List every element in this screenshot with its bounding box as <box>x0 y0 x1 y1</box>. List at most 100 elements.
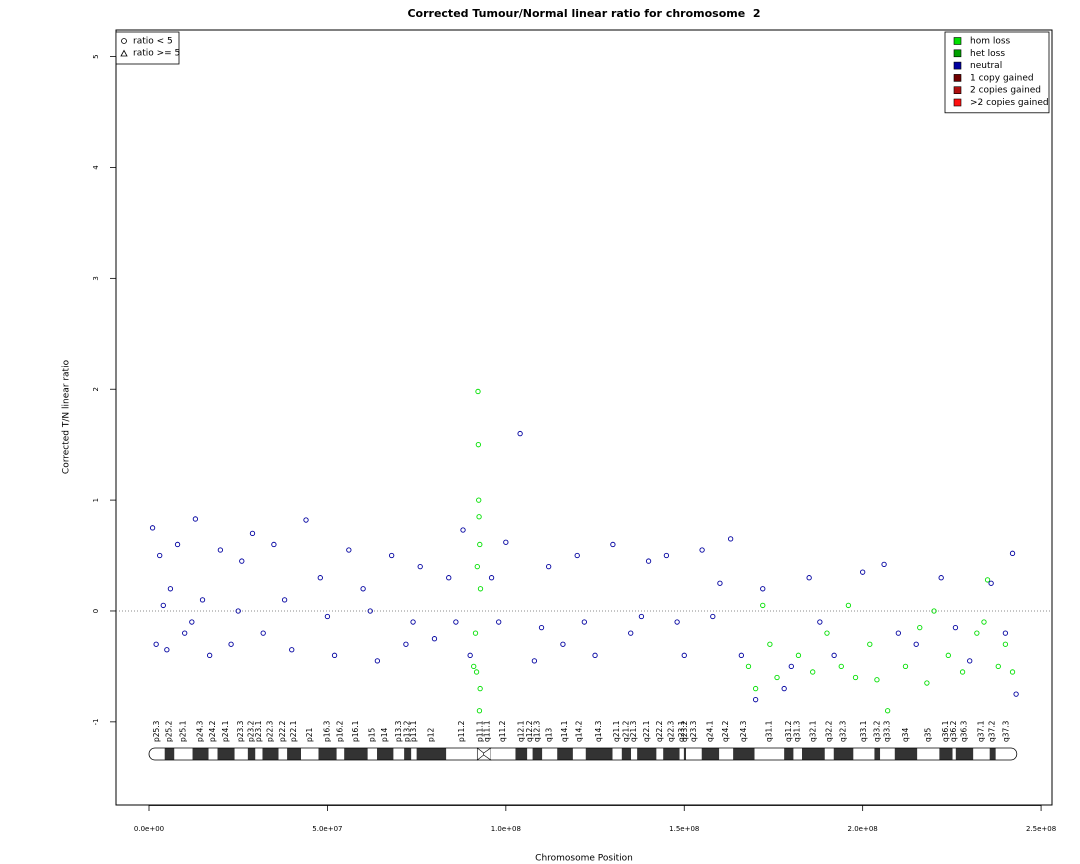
ideogram-band <box>683 748 687 760</box>
ideogram-band <box>880 748 895 760</box>
data-point <box>860 569 866 575</box>
chart-title: Corrected Tumour/Normal linear ratio for… <box>407 7 760 20</box>
band-label: q31.1 <box>764 720 773 742</box>
data-point <box>638 613 645 620</box>
plot-frame <box>115 29 1053 806</box>
band-label: p25.2 <box>165 720 174 742</box>
data-point <box>699 547 705 553</box>
band-label: q23.2 <box>680 720 689 742</box>
data-point <box>560 641 566 647</box>
legend-label: hom loss <box>970 37 1011 47</box>
ideogram-band <box>527 748 533 760</box>
y-tick-label: 0 <box>92 609 100 613</box>
band-label: q35 <box>923 727 932 742</box>
ideogram-band <box>585 748 613 760</box>
data-point <box>738 652 744 658</box>
ideogram-band <box>679 748 684 760</box>
ideogram-band <box>802 748 825 760</box>
ideogram-band <box>989 748 996 760</box>
band-label: q32.3 <box>839 720 848 742</box>
data-point <box>592 652 598 658</box>
data-point <box>167 586 174 592</box>
ideogram-band <box>955 748 974 760</box>
ideogram-band <box>853 748 875 760</box>
shape-legend-label: ratio < 5 <box>133 37 173 47</box>
data-point <box>474 563 480 570</box>
data-point <box>374 658 381 664</box>
band-label: p25.1 <box>178 720 187 742</box>
band-label: q24.3 <box>739 720 748 742</box>
data-point <box>473 669 480 675</box>
ideogram-band <box>663 748 680 760</box>
band-label: p16.3 <box>323 720 332 742</box>
data-point <box>360 586 366 592</box>
data-point <box>331 652 338 658</box>
data-point <box>239 558 245 564</box>
ideogram-band <box>754 748 785 760</box>
ideogram-band <box>318 748 337 760</box>
data-point <box>472 630 479 636</box>
data-point <box>824 630 830 636</box>
data-point <box>727 536 734 542</box>
ideogram-band <box>208 748 218 760</box>
band-label: q33.1 <box>859 720 868 742</box>
data-point <box>959 669 966 675</box>
band-label: p14 <box>380 727 389 742</box>
data-point <box>924 680 930 686</box>
band-label: q21.3 <box>629 720 638 742</box>
data-point <box>182 630 188 636</box>
y-axis-label: Corrected T/N linear ratio <box>62 359 72 474</box>
data-point <box>538 624 545 631</box>
data-point <box>503 539 509 545</box>
data-point <box>1002 630 1009 636</box>
data-point <box>913 641 919 647</box>
data-point <box>249 530 256 537</box>
data-point <box>475 442 482 448</box>
data-point <box>874 677 880 683</box>
data-point <box>884 708 891 714</box>
data-point <box>760 602 766 609</box>
ideogram-band <box>952 748 956 760</box>
data-point <box>717 580 723 586</box>
ideogram-band <box>631 748 638 760</box>
data-point <box>199 597 206 603</box>
ideogram-band <box>656 748 664 760</box>
data-point <box>477 541 483 548</box>
data-point <box>467 652 473 658</box>
band-label: q24.2 <box>721 720 730 742</box>
legend-swatch <box>953 61 962 70</box>
data-point <box>271 541 277 548</box>
ideogram-band <box>411 748 417 760</box>
ideogram-band <box>939 748 953 760</box>
data-point <box>774 674 780 681</box>
band-label: p11.1 <box>476 720 485 742</box>
data-point <box>674 619 680 625</box>
band-label: q37.1 <box>976 720 985 742</box>
data-point <box>446 575 452 581</box>
band-label: q22.3 <box>666 720 675 742</box>
ideogram-band <box>174 748 193 760</box>
data-point <box>476 514 482 520</box>
x-tick-label: 5.0e+07 <box>312 825 342 833</box>
band-label: q14.2 <box>574 720 583 742</box>
band-label: q31.2 <box>784 720 793 742</box>
ideogram-band <box>149 748 165 760</box>
band-label: q12.1 <box>516 720 525 742</box>
x-tick-label: 2.0e+08 <box>848 825 878 833</box>
band-label: p13.3 <box>394 720 403 742</box>
band-label: q36.1 <box>941 720 950 742</box>
ideogram-band <box>542 748 558 760</box>
data-point <box>767 641 773 647</box>
data-point <box>207 652 213 658</box>
data-point <box>153 641 159 647</box>
ideogram-band <box>255 748 263 760</box>
band-label: p25.3 <box>152 720 161 742</box>
shape-legend-box <box>115 31 180 65</box>
ideogram-outline <box>148 747 1018 761</box>
y-tick-label: -1 <box>92 718 100 725</box>
data-point <box>817 619 823 625</box>
band-label: q32.1 <box>808 720 817 742</box>
ideogram-band <box>701 748 720 760</box>
y-tick-label: 3 <box>92 276 100 280</box>
